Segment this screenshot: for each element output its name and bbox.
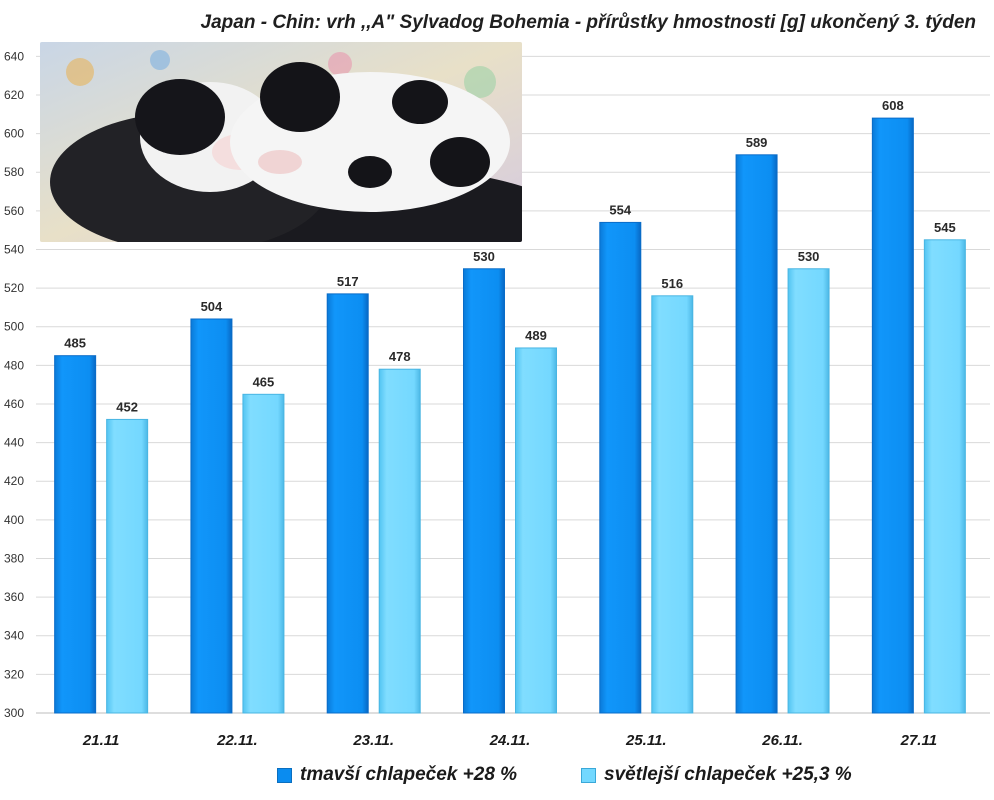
bar-dark bbox=[326, 293, 369, 714]
data-label: 516 bbox=[661, 276, 683, 291]
x-tick-label: 21.11 bbox=[82, 732, 119, 749]
bar-dark bbox=[463, 268, 505, 714]
bar-light bbox=[787, 268, 830, 714]
data-label: 530 bbox=[473, 249, 495, 264]
data-label: 504 bbox=[201, 299, 223, 314]
legend-label-dark: tmavší chlapeček +28 % bbox=[300, 764, 518, 785]
puppies-photo bbox=[40, 42, 522, 242]
legend-swatch-dark bbox=[277, 767, 292, 783]
bar-light bbox=[651, 295, 694, 714]
data-label: 465 bbox=[253, 374, 275, 389]
data-label: 478 bbox=[389, 349, 411, 364]
y-tick-label: 620 bbox=[4, 88, 24, 102]
bar-light bbox=[515, 347, 557, 714]
bar-light bbox=[242, 393, 285, 714]
legend-swatch-light bbox=[581, 767, 596, 783]
x-tick-label: 27.11 bbox=[900, 732, 937, 749]
y-tick-label: 520 bbox=[4, 281, 24, 295]
y-tick-label: 540 bbox=[4, 242, 24, 256]
x-tick-label: 26.11. bbox=[761, 732, 803, 749]
y-tick-label: 500 bbox=[4, 320, 24, 334]
y-axis-ticks: 300 320 340 360 380 400 420 440 460 480 500 520 540 5… bbox=[4, 49, 24, 720]
legend-label-light: světlejší chlapeček +25,3 % bbox=[604, 764, 852, 785]
x-tick-label: 25.11. bbox=[625, 732, 667, 749]
y-tick-label: 480 bbox=[4, 358, 24, 372]
chart-title: Japan - Chin: vrh ,,A" Sylvadog Bohemia … bbox=[200, 12, 976, 33]
legend: tmavší chlapeček +28 % světlejší chlapeč… bbox=[0, 764, 994, 790]
bar-light bbox=[378, 368, 421, 714]
bars bbox=[54, 117, 966, 714]
data-label: 489 bbox=[525, 328, 547, 343]
y-tick-label: 340 bbox=[4, 629, 24, 643]
y-tick-label: 380 bbox=[4, 551, 24, 565]
y-tick-label: 320 bbox=[4, 667, 24, 681]
data-label: 530 bbox=[798, 249, 820, 264]
y-tick-label: 640 bbox=[4, 49, 24, 63]
x-tick-label: 24.11. bbox=[489, 732, 531, 749]
x-tick-label: 23.11. bbox=[352, 732, 394, 749]
y-tick-label: 460 bbox=[4, 397, 24, 411]
y-tick-label: 300 bbox=[4, 706, 24, 720]
y-tick-label: 580 bbox=[4, 165, 24, 179]
data-label: 517 bbox=[337, 274, 359, 289]
y-tick-label: 560 bbox=[4, 204, 24, 218]
grid-lines bbox=[36, 55, 990, 714]
data-label: 452 bbox=[116, 399, 138, 414]
x-axis-ticks: 21.11 22.11. 23.11. 24.11. 25.11. 26.11. 27.11 bbox=[82, 732, 937, 749]
legend-item-dark: tmavší chlapeček +28 % bbox=[277, 764, 517, 786]
data-label: 608 bbox=[882, 98, 904, 113]
bar-light bbox=[106, 418, 149, 714]
data-label: 485 bbox=[64, 336, 86, 351]
bar-dark bbox=[871, 117, 914, 714]
data-label: 554 bbox=[609, 202, 631, 217]
data-label: 545 bbox=[934, 220, 956, 235]
y-tick-label: 420 bbox=[4, 474, 24, 488]
data-label: 589 bbox=[746, 135, 768, 150]
legend-item-light: světlejší chlapeček +25,3 % bbox=[581, 764, 852, 786]
y-tick-label: 360 bbox=[4, 590, 24, 604]
bar-dark bbox=[190, 318, 233, 714]
bar-light bbox=[923, 239, 966, 714]
bar-dark bbox=[599, 221, 642, 714]
data-labels: 485 452 504 465 517 478 530 489 554 516 589 530 608 5… bbox=[64, 98, 955, 414]
x-tick-label: 22.11. bbox=[216, 732, 258, 749]
y-tick-label: 400 bbox=[4, 513, 24, 527]
bar-dark bbox=[54, 355, 97, 714]
bar-dark bbox=[735, 154, 778, 714]
y-tick-label: 440 bbox=[4, 436, 24, 450]
y-tick-label: 600 bbox=[4, 127, 24, 141]
